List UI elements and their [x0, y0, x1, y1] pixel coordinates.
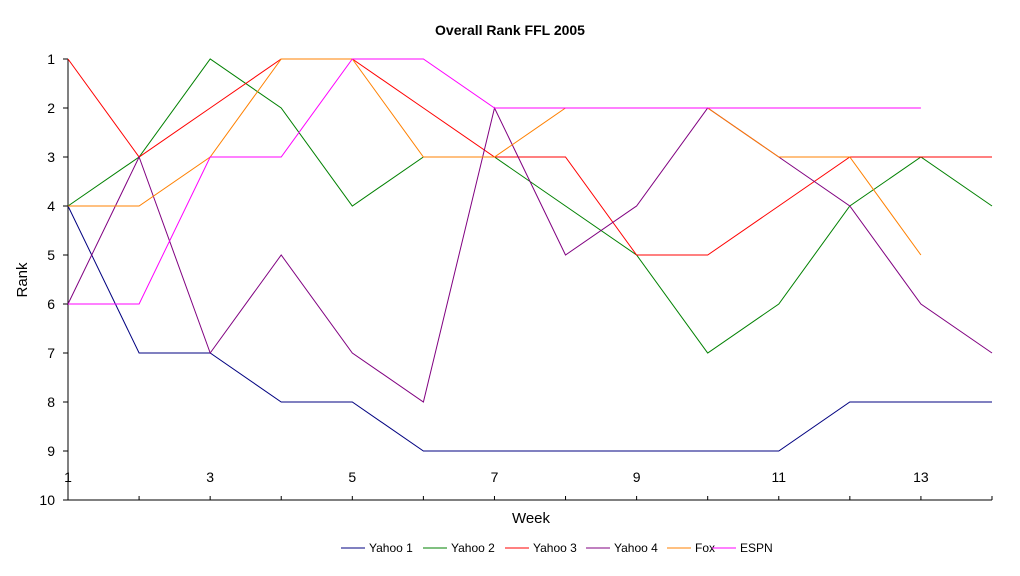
legend-item: ESPN — [712, 541, 773, 555]
legend-item: Yahoo 3 — [505, 541, 577, 555]
y-tick-label: 8 — [47, 394, 55, 410]
x-tick-label: 7 — [491, 469, 499, 485]
series-line — [67, 58, 993, 354]
legend-label: Yahoo 2 — [451, 541, 495, 555]
legend-item: Yahoo 2 — [423, 541, 495, 555]
x-tick-label: 3 — [206, 469, 214, 485]
y-tick-label: 9 — [47, 443, 55, 459]
series-layer — [67, 58, 993, 452]
x-tick-label: 11 — [771, 469, 786, 485]
x-tick-label: 5 — [348, 469, 356, 485]
series-yahoo-3 — [67, 58, 992, 256]
y-tick-label: 2 — [47, 100, 55, 116]
legend-item: Yahoo 4 — [586, 541, 658, 555]
legend-label: Fox — [695, 541, 715, 555]
series-line — [67, 58, 992, 256]
x-tick-label: 9 — [633, 469, 641, 485]
y-tick-label: 7 — [47, 345, 55, 361]
series-yahoo-1 — [67, 205, 992, 452]
series-yahoo-2 — [67, 58, 993, 354]
series-espn — [68, 58, 921, 305]
series-line — [67, 106, 993, 403]
y-tick-label: 5 — [47, 247, 55, 263]
series-line — [68, 58, 921, 305]
legend: Yahoo 1 Yahoo 2 Yahoo 3 Yahoo 4 Fox ESPN — [341, 541, 773, 555]
y-tick-label: 6 — [47, 296, 55, 312]
x-tick-label: 13 — [913, 469, 929, 485]
legend-label: Yahoo 3 — [533, 541, 577, 555]
series-line — [68, 58, 922, 256]
legend-item: Yahoo 1 — [341, 541, 413, 555]
y-axis-label: Rank — [14, 262, 31, 298]
series-yahoo-4 — [67, 106, 993, 403]
x-tick-label: 1 — [64, 469, 72, 485]
legend-item: Fox — [667, 541, 715, 555]
legend-label: Yahoo 1 — [369, 541, 413, 555]
series-fox — [68, 58, 922, 256]
y-tick-label: 10 — [39, 492, 55, 508]
y-tick-label: 4 — [47, 198, 55, 214]
legend-label: Yahoo 4 — [614, 541, 658, 555]
chart-title: Overall Rank FFL 2005 — [435, 22, 585, 38]
legend-label: ESPN — [740, 541, 773, 555]
series-line — [67, 205, 992, 452]
y-tick-label: 1 — [47, 51, 55, 67]
y-tick-label: 3 — [47, 149, 55, 165]
x-axis-label: Week — [512, 510, 551, 527]
